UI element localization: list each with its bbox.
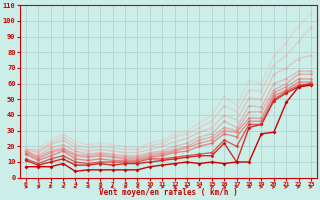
X-axis label: Vent moyen/en rafales ( km/h ): Vent moyen/en rafales ( km/h ) — [99, 188, 238, 197]
